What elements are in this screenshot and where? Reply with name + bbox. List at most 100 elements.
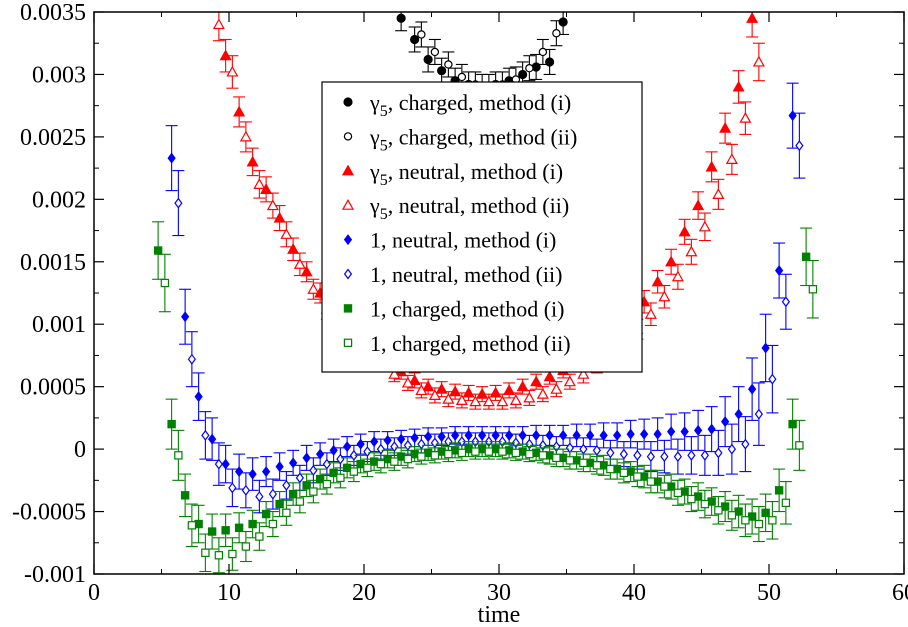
legend-label-base: 1 [370,296,381,321]
data-point [181,311,190,323]
data-point [680,426,689,438]
legend-label: 1, neutral, method (ii) [370,262,562,287]
data-point [287,243,300,254]
data-point [741,438,750,450]
data-point [484,447,494,456]
data-point [417,30,426,39]
data-point [396,13,406,23]
legend-item: 1, neutral, method (ii) [343,262,562,287]
data-point [768,373,777,385]
data-point [266,199,279,211]
data-point [234,523,244,532]
data-point [233,105,246,117]
data-point [720,502,730,511]
data-point [545,429,554,441]
x-axis-label: time [478,602,521,627]
data-point [518,447,527,456]
legend-label-subscript: 5 [380,103,388,120]
data-point [390,441,399,453]
data-point [503,384,516,396]
data-point [651,275,664,287]
y-tick-label: -0.001 [24,562,86,588]
x-tick-label: 0 [88,580,100,606]
data-point [700,499,710,509]
legend-label: γ5, charged, method (ii) [369,124,577,154]
x-tick-label: 40 [622,580,646,606]
legend-label-rest: , charged, method (i) [388,90,571,115]
data-point [752,55,765,67]
data-point [153,246,163,255]
data-point [435,382,448,394]
data-point [504,446,514,455]
data-point [788,419,797,429]
data-point [707,497,716,506]
legend-label-base: γ [369,90,380,115]
y-tick-label: 0.0005 [20,375,86,401]
legend-label-base: 1 [370,331,381,356]
data-point [592,444,601,456]
data-point [523,391,536,403]
data-point [280,228,293,239]
data-point [444,60,453,69]
legend-item: γ5, neutral, method (i) [341,159,563,189]
data-point [349,467,359,476]
legend-item: γ5, charged, method (ii) [343,124,577,154]
data-point [606,464,615,474]
data-point [239,130,252,142]
legend-box [321,81,643,373]
data-point [712,188,725,199]
legend-marker [341,164,355,176]
x-tick-label: 10 [217,580,241,606]
legend-label-base: γ [369,193,380,218]
data-point [228,549,237,559]
legend-label-rest: , charged, method (i) [381,296,564,321]
y-tick-label: 0.0015 [20,250,86,276]
data-point [692,199,705,211]
data-point [477,444,487,454]
data-point [714,447,723,459]
data-point [275,461,284,473]
x-tick-label: 50 [757,580,781,606]
data-point [795,441,804,450]
data-point [228,482,237,494]
data-point [531,448,541,458]
data-point [666,482,676,491]
data-point [221,526,230,535]
data-point [538,451,548,460]
data-point [288,489,298,499]
data-point [226,65,239,77]
data-point [275,499,284,509]
y-tick-label: 0.003 [32,62,86,88]
data-point [579,458,588,468]
legend-label-subscript: 5 [380,206,388,223]
series-6 [152,221,813,550]
data-point [437,447,446,456]
x-tick-label: 30 [487,580,511,606]
data-point [725,153,738,164]
data-point [261,509,271,519]
data-point [396,452,406,461]
data-point [295,497,305,506]
data-point [536,387,549,399]
y-tick-label: 0.001 [32,312,86,338]
data-point [241,484,250,496]
data-point [174,197,183,209]
data-point [455,394,468,406]
data-point [585,458,595,468]
axis-layer: 0 10 20 30 40 50 60 -0.001 -0.0005 0 0.0005 0.001 0.… [12,0,908,606]
data-point [194,519,203,529]
data-point [727,511,737,520]
legend-label-rest: , neutral, method (i) [381,228,556,253]
data-point [665,255,678,267]
data-point [660,482,669,491]
data-point [388,367,401,379]
data-point [685,245,698,257]
data-point [626,467,635,476]
data-point [613,429,622,441]
data-point [626,428,635,440]
legend-label-rest: , neutral, method (ii) [388,193,569,218]
data-point [322,479,332,489]
data-point [255,491,264,503]
data-point [430,47,440,57]
